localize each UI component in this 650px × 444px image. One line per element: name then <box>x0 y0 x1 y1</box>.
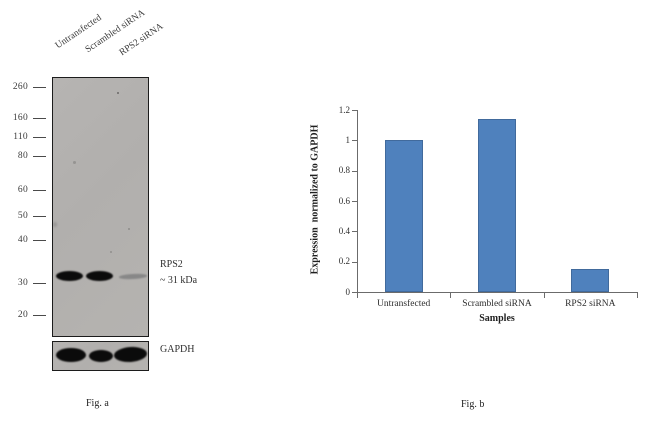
mw-marker-value: 160 <box>12 113 28 123</box>
fig-a-caption: Fig. a <box>86 398 109 409</box>
mw-marker-value: 20 <box>17 310 28 320</box>
fig-b-caption: Fig. b <box>461 399 485 410</box>
mw-marker-80: 80 <box>0 150 48 162</box>
mw-marker-tick <box>33 189 46 192</box>
mw-marker-value: 60 <box>17 185 28 195</box>
x-axis-title: Samples <box>479 313 515 324</box>
y-axis-line <box>357 110 358 293</box>
gapdh-band-lane1 <box>56 348 86 362</box>
mw-marker-tick <box>33 136 46 139</box>
y-tick-label: 0.2 <box>338 256 350 267</box>
bar-untransfected <box>384 140 423 292</box>
y-tick <box>352 292 357 293</box>
mw-marker-tick <box>33 282 46 285</box>
mw-marker-40: 40 <box>0 234 48 246</box>
mw-marker-110: 110 <box>0 131 48 143</box>
x-category-label: RPS2 siRNA <box>565 299 616 309</box>
x-tick <box>357 293 358 298</box>
y-tick-label: 1 <box>345 134 351 145</box>
target-protein-label: RPS2 <box>160 259 183 270</box>
blot-speck <box>110 251 112 253</box>
mw-marker-tick <box>33 155 46 158</box>
molecular-weight-label: ~ 31 kDa <box>160 275 198 286</box>
bar-rps2-sirna <box>571 269 610 292</box>
y-tick-label: 0.6 <box>338 195 350 206</box>
y-tick-label: 1.2 <box>338 104 350 115</box>
mw-marker-tick <box>33 117 46 120</box>
y-tick <box>352 140 357 142</box>
mw-marker-160: 160 <box>0 112 48 124</box>
y-tick <box>352 261 357 263</box>
bar-chart-figure: Expression normalized to GAPDH 0 0.2 0.4 0.… <box>300 88 648 333</box>
mw-marker-value: 260 <box>12 82 28 92</box>
mw-marker-value: 40 <box>17 235 28 245</box>
blot-speck <box>73 161 76 164</box>
x-tick <box>543 293 545 298</box>
mw-marker-tick <box>33 239 46 242</box>
mw-marker-tick <box>33 215 46 218</box>
x-category-label: Scrambled siRNA <box>462 299 532 309</box>
mw-marker-50: 50 <box>0 210 48 222</box>
x-tick <box>637 293 638 298</box>
x-axis-line <box>357 292 638 293</box>
blot-smudge <box>53 222 57 227</box>
y-tick-label: 0.4 <box>338 225 350 236</box>
mw-marker-260: 260 <box>0 81 48 93</box>
mw-marker-value: 80 <box>17 151 28 161</box>
blot-speck <box>128 228 130 230</box>
gapdh-band-lane2 <box>88 349 113 362</box>
mw-marker-20: 20 <box>0 309 48 321</box>
gapdh-band-lane3 <box>113 345 148 363</box>
y-tick <box>352 170 357 172</box>
y-tick <box>352 231 357 233</box>
mw-marker-tick <box>33 86 46 89</box>
blot-main-panel <box>52 77 149 337</box>
bar-scrambled-sirna <box>478 119 516 292</box>
x-category-label: Untransfected <box>377 299 431 309</box>
mw-marker-value: 50 <box>17 211 28 221</box>
mw-marker-value: 30 <box>17 278 28 288</box>
y-tick <box>352 110 357 111</box>
rps2-band-lane1 <box>56 271 83 281</box>
loading-control-label: GAPDH <box>160 344 195 355</box>
blot-speck <box>117 92 119 94</box>
mw-marker-30: 30 <box>0 277 48 289</box>
mw-marker-tick <box>33 314 46 317</box>
mw-marker-value: 110 <box>13 132 28 142</box>
y-tick-label: 0.8 <box>338 165 350 176</box>
blot-gapdh-panel <box>52 341 149 371</box>
rps2-band-lane2 <box>86 271 113 281</box>
rps2-band-lane3-faint <box>118 273 148 280</box>
x-tick <box>450 293 452 298</box>
y-tick-label: 0 <box>345 286 351 297</box>
y-tick <box>352 201 357 202</box>
mw-marker-60: 60 <box>0 184 48 196</box>
